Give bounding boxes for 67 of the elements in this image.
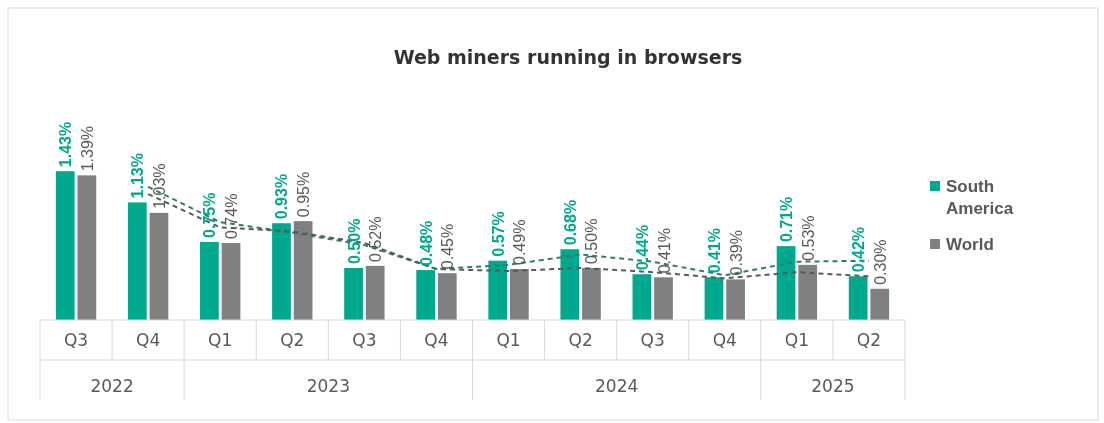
x-tick-label: Q1 (208, 330, 233, 350)
data-label: 0.68% (561, 199, 579, 246)
data-label: 0.53% (799, 215, 817, 261)
x-tick-label: Q2 (568, 330, 593, 350)
data-label: 1.39% (78, 125, 96, 172)
bar (55, 171, 75, 320)
x-tick-label: Q1 (784, 330, 809, 350)
bar (293, 221, 313, 320)
data-label: 1.03% (150, 163, 168, 209)
bar (726, 279, 745, 320)
x-tick-label: Q2 (856, 330, 882, 350)
chart-title: Web miners running in browsers (393, 46, 743, 68)
bar (221, 243, 241, 320)
text: 2023 (306, 376, 350, 396)
bar (149, 212, 169, 320)
x-tick-label: Q3 (640, 330, 665, 350)
bar (848, 276, 868, 320)
bar (654, 277, 673, 320)
x-tick-label: Q1 (496, 330, 521, 350)
bar (77, 175, 97, 320)
data-label: 1.13% (129, 153, 147, 199)
bar (776, 246, 796, 320)
text: 2025 (811, 376, 855, 396)
x-tick-label: Q4 (424, 330, 449, 350)
data-label: 1.43% (57, 121, 75, 168)
bar (437, 273, 457, 320)
data-label: 0.39% (727, 230, 745, 276)
legend-label: World (946, 235, 994, 254)
bar (416, 270, 436, 320)
bar (632, 274, 652, 320)
data-label: 0.49% (511, 219, 529, 266)
bar (798, 264, 818, 320)
data-label: 0.71% (778, 196, 796, 243)
bar (127, 202, 147, 320)
bar (582, 267, 601, 320)
bar (200, 241, 219, 320)
bar (704, 277, 724, 320)
data-label: 0.41% (655, 227, 673, 274)
text: 2022 (90, 376, 134, 396)
bar (272, 223, 291, 320)
legend-label: South America (946, 177, 1014, 218)
data-label: 0.75% (201, 192, 219, 238)
data-label: 0.95% (295, 171, 313, 218)
x-tick-label: Q4 (712, 330, 737, 350)
bar (365, 265, 385, 320)
data-label: 0.93% (273, 173, 291, 220)
data-label: 0.50% (345, 218, 363, 264)
bar (488, 260, 508, 320)
data-label: 0.42% (850, 226, 868, 273)
data-label: 0.50% (583, 218, 601, 264)
x-tick-label: Q4 (136, 330, 161, 350)
data-label: 0.57% (489, 211, 507, 257)
data-label: 0.48% (417, 220, 435, 267)
x-tick-label: Q2 (280, 330, 305, 350)
data-label: 0.44% (633, 224, 651, 271)
data-label: 0.45% (439, 223, 457, 270)
data-label: 0.74% (223, 193, 241, 239)
bar (509, 269, 529, 320)
x-tick-label: Q3 (352, 330, 377, 350)
x-tick-label: Q3 (63, 330, 89, 350)
bar (344, 267, 363, 320)
text: 2024 (595, 376, 639, 396)
bar (560, 249, 580, 320)
data-label: 0.52% (367, 216, 385, 262)
data-label: 0.30% (871, 239, 889, 285)
data-label: 0.41% (705, 227, 723, 274)
bar (870, 288, 890, 320)
